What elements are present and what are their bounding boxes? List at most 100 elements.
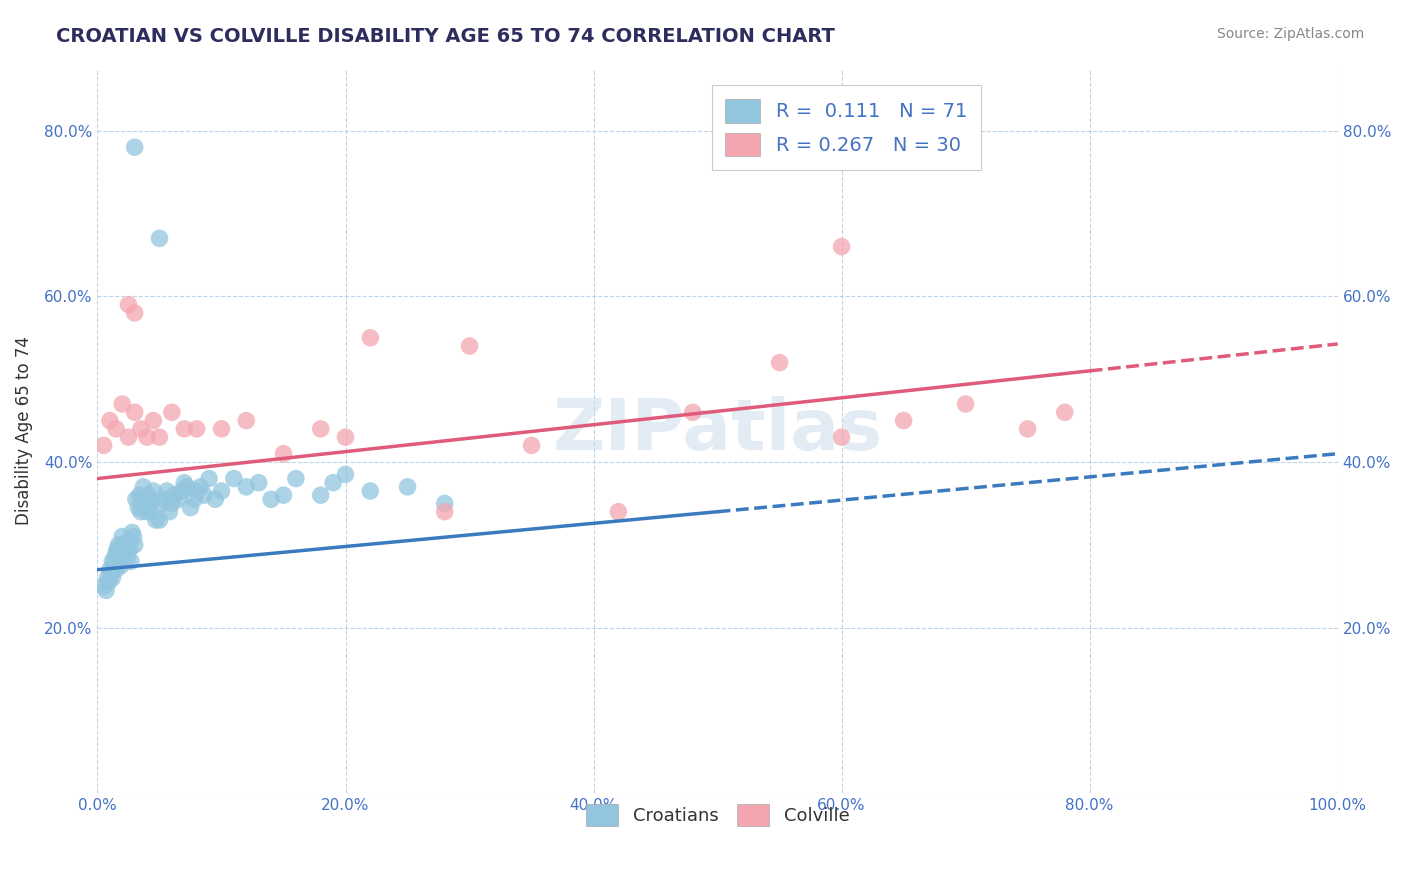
Point xyxy=(607,505,630,519)
Point xyxy=(129,505,152,519)
Point xyxy=(136,430,159,444)
Point xyxy=(359,331,381,345)
Text: Source: ZipAtlas.com: Source: ZipAtlas.com xyxy=(1216,27,1364,41)
Point xyxy=(124,405,146,419)
Point xyxy=(131,492,153,507)
Point xyxy=(122,530,145,544)
Point xyxy=(433,496,456,510)
Point xyxy=(148,231,170,245)
Point xyxy=(160,496,183,510)
Point xyxy=(97,575,120,590)
Point xyxy=(145,513,167,527)
Point xyxy=(273,488,295,502)
Point xyxy=(96,583,118,598)
Point xyxy=(105,546,128,560)
Point xyxy=(105,541,128,556)
Point xyxy=(204,492,226,507)
Point xyxy=(136,488,159,502)
Point xyxy=(235,480,257,494)
Point xyxy=(1053,405,1076,419)
Point xyxy=(117,430,139,444)
Point xyxy=(520,438,543,452)
Y-axis label: Disability Age 65 to 74: Disability Age 65 to 74 xyxy=(15,336,32,525)
Point xyxy=(105,563,128,577)
Point xyxy=(322,475,344,490)
Point xyxy=(93,579,115,593)
Point xyxy=(148,513,170,527)
Point xyxy=(127,500,149,515)
Point xyxy=(183,492,205,507)
Legend: Croatians, Colville: Croatians, Colville xyxy=(576,795,858,835)
Point xyxy=(768,355,790,369)
Point xyxy=(163,488,186,502)
Point xyxy=(111,397,134,411)
Point xyxy=(955,397,977,411)
Point xyxy=(108,550,131,565)
Point xyxy=(179,500,201,515)
Text: ZIPatlas: ZIPatlas xyxy=(553,396,883,466)
Point xyxy=(186,422,208,436)
Point xyxy=(98,563,121,577)
Point xyxy=(160,405,183,419)
Point xyxy=(831,239,853,253)
Point xyxy=(141,492,163,507)
Point xyxy=(96,571,118,585)
Point xyxy=(115,541,138,556)
Point xyxy=(124,306,146,320)
Point xyxy=(153,492,176,507)
Point xyxy=(235,414,257,428)
Point xyxy=(117,297,139,311)
Point xyxy=(117,533,139,548)
Point xyxy=(104,550,127,565)
Point xyxy=(120,554,142,568)
Point xyxy=(111,530,134,544)
Point xyxy=(125,492,148,507)
Point xyxy=(115,550,138,565)
Point xyxy=(156,483,179,498)
Point xyxy=(98,414,121,428)
Point xyxy=(222,472,245,486)
Point xyxy=(335,467,357,482)
Point xyxy=(176,480,198,494)
Point xyxy=(1017,422,1039,436)
Point xyxy=(150,496,173,510)
Point xyxy=(112,546,135,560)
Point xyxy=(124,140,146,154)
Point xyxy=(136,505,159,519)
Point xyxy=(309,422,332,436)
Point xyxy=(893,414,915,428)
Point xyxy=(128,488,150,502)
Point xyxy=(110,558,132,573)
Point xyxy=(193,488,215,502)
Point xyxy=(142,414,165,428)
Point xyxy=(260,492,283,507)
Point xyxy=(100,566,122,581)
Point xyxy=(682,405,704,419)
Point xyxy=(396,480,419,494)
Point xyxy=(103,558,125,573)
Point xyxy=(132,480,155,494)
Point xyxy=(186,483,208,498)
Point xyxy=(173,475,195,490)
Point xyxy=(458,339,481,353)
Point xyxy=(309,488,332,502)
Point xyxy=(211,483,233,498)
Point xyxy=(170,483,193,498)
Point xyxy=(142,483,165,498)
Point xyxy=(273,447,295,461)
Point xyxy=(101,571,124,585)
Point xyxy=(284,472,307,486)
Point xyxy=(211,422,233,436)
Text: CROATIAN VS COLVILLE DISABILITY AGE 65 TO 74 CORRELATION CHART: CROATIAN VS COLVILLE DISABILITY AGE 65 T… xyxy=(56,27,835,45)
Point xyxy=(101,554,124,568)
Point xyxy=(124,538,146,552)
Point xyxy=(167,492,190,507)
Point xyxy=(105,422,128,436)
Point xyxy=(129,422,152,436)
Point xyxy=(114,538,136,552)
Point xyxy=(335,430,357,444)
Point xyxy=(139,505,162,519)
Point xyxy=(198,472,221,486)
Point xyxy=(148,430,170,444)
Point xyxy=(118,541,141,556)
